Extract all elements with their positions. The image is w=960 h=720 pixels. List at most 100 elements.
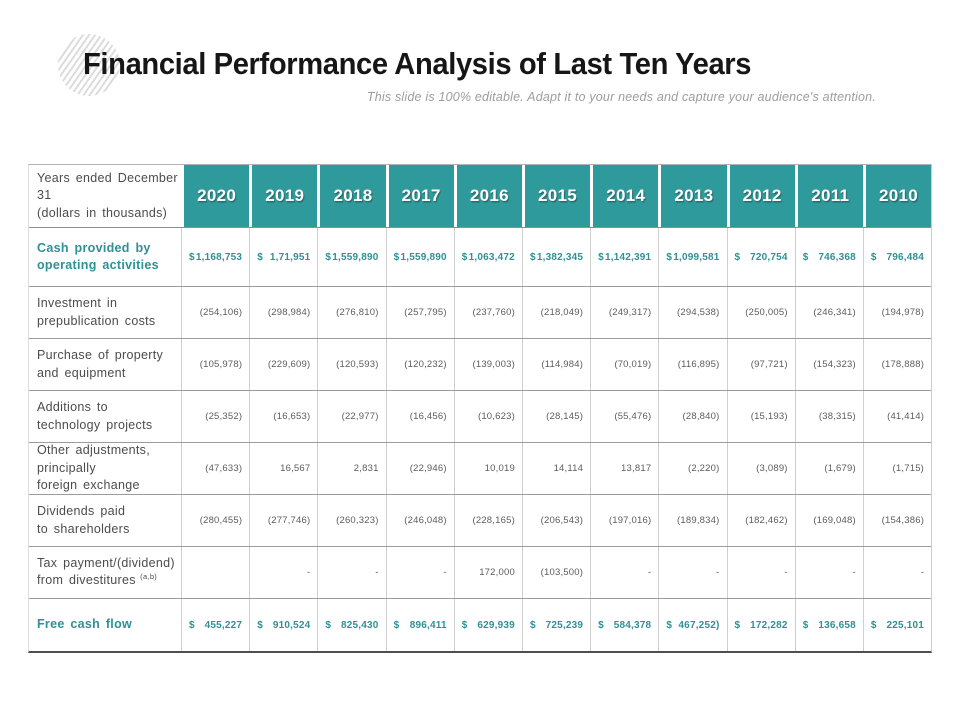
row-label: Investment in prepublication costs [37,296,156,328]
year-header-cell: 2017 [385,165,454,227]
value-cell: - [249,547,317,598]
value-cell: (257,795) [385,287,454,338]
row-label: Purchase of property and equipment [37,348,164,380]
value-cell: (182,462) [726,495,795,546]
value-cell: $1,142,391 [590,228,658,286]
value-cell: (229,609) [249,339,317,390]
value-cell: 10,019 [453,443,522,494]
table-row: Cash provided by operating activities $1,1… [29,228,931,287]
year-header-cell: 2010 [862,165,932,227]
footnote-marker: (a,b) [135,572,158,582]
row-label: Free cash flow [37,617,133,632]
value-cell: (16,653) [249,391,317,442]
value-cell [181,547,249,598]
value-cell: $1,168,753 [181,228,249,286]
table-row: Investment in prepublication costs (254,10… [29,287,931,339]
value-cell: 2,831 [317,443,385,494]
value-cell: $136,658 [794,599,863,651]
value-cell: (246,341) [794,287,863,338]
value-cell: (120,593) [317,339,385,390]
value-cell: $720,754 [726,228,795,286]
value-cell: $172,282 [726,599,795,651]
value-cell: (15,193) [726,391,795,442]
value-cell: (2,220) [658,443,726,494]
table-row: Additions to technology projects (25,352)(… [29,391,931,443]
value-cell: (28,840) [658,391,726,442]
value-cell: - [317,547,385,598]
value-cell: (28,145) [521,391,590,442]
value-cell: (237,760) [453,287,522,338]
value-cell: (103,500) [521,547,590,598]
value-cell: - [794,547,863,598]
value-cell: $584,378 [590,599,658,651]
page-title: Financial Performance Analysis of Last T… [83,46,752,81]
subtitle: This slide is 100% editable. Adapt it to… [366,90,876,104]
value-cell: (22,946) [385,443,454,494]
value-cell: (178,888) [862,339,931,390]
year-header-cell: 2015 [521,165,591,227]
value-cell: (249,317) [590,287,658,338]
value-cell: (55,476) [590,391,658,442]
table-row: Dividends paid to shareholders (280,455) (2… [29,495,931,547]
value-cell: - [862,547,931,598]
row-label: Other adjustments, principally foreign ex… [37,443,151,493]
value-cell: $1,559,890 [317,228,385,286]
table-row: Purchase of property and equipment (105,97… [29,339,931,391]
year-header-cell: 2020 [181,165,250,227]
value-cell: (169,048) [794,495,863,546]
value-cell: 172,000 [453,547,522,598]
value-cell: - [590,547,658,598]
value-cell: $225,101 [862,599,931,651]
value-cell: (228,165) [453,495,522,546]
value-cell: (70,019) [590,339,658,390]
value-cell: $629,939 [453,599,522,651]
corner-header-line2: (dollars in thousands) [37,205,168,220]
value-cell: $825,430 [317,599,385,651]
value-cell: - [726,547,795,598]
corner-header-cell: Years ended December 31 (dollars in thou… [29,165,181,227]
value-cell: (120,232) [385,339,454,390]
value-cell: (41,414) [862,391,931,442]
value-cell: (246,048) [385,495,454,546]
year-header-cell: 2019 [249,165,318,227]
value-cell: (25,352) [181,391,249,442]
value-cell: (139,003) [453,339,522,390]
value-cell: (114,984) [521,339,590,390]
row-label: Tax payment/(dividend) from divestitures … [37,555,175,588]
value-cell: (194,978) [862,287,931,338]
row-label: Additions to technology projects [37,400,153,432]
year-header-cell: 2012 [726,165,795,227]
year-header-cell: 2013 [658,165,727,227]
row-label: Cash provided by operating activities [37,240,159,273]
value-cell: 13,817 [590,443,658,494]
value-cell: $1,099,581 [658,228,726,286]
value-cell: (218,049) [521,287,590,338]
value-cell: (277,746) [249,495,317,546]
value-cell: $725,239 [521,599,590,651]
value-cell: $910,524 [249,599,317,651]
table-row: Other adjustments, principally foreign ex… [29,443,931,495]
year-header-cell: 2011 [794,165,863,227]
value-cell: (250,005) [726,287,795,338]
value-cell: (97,721) [726,339,795,390]
table-header-row: Years ended December 31 (dollars in thou… [29,165,932,228]
value-cell: $896,411 [385,599,454,651]
value-cell: $746,368 [794,228,863,286]
value-cell: $1,559,890 [385,228,454,286]
value-cell: $1,71,951 [249,228,317,286]
value-cell: (206,543) [521,495,590,546]
table-body: Cash provided by operating activities $1,1… [29,228,931,651]
year-header-cell: 2018 [317,165,386,227]
value-cell: - [658,547,726,598]
value-cell: (1,679) [794,443,863,494]
value-cell: (116,895) [658,339,726,390]
value-cell: - [385,547,454,598]
value-cell: (197,016) [590,495,658,546]
year-header-cell: 2014 [590,165,659,227]
value-cell: $1,063,472 [453,228,522,286]
value-cell: (276,810) [317,287,385,338]
value-cell: (47,633) [181,443,249,494]
value-cell: (154,386) [862,495,931,546]
table-row: Free cash flow $455,227 $910,524 $825,430 $8… [29,599,931,651]
value-cell: $1,382,345 [521,228,590,286]
